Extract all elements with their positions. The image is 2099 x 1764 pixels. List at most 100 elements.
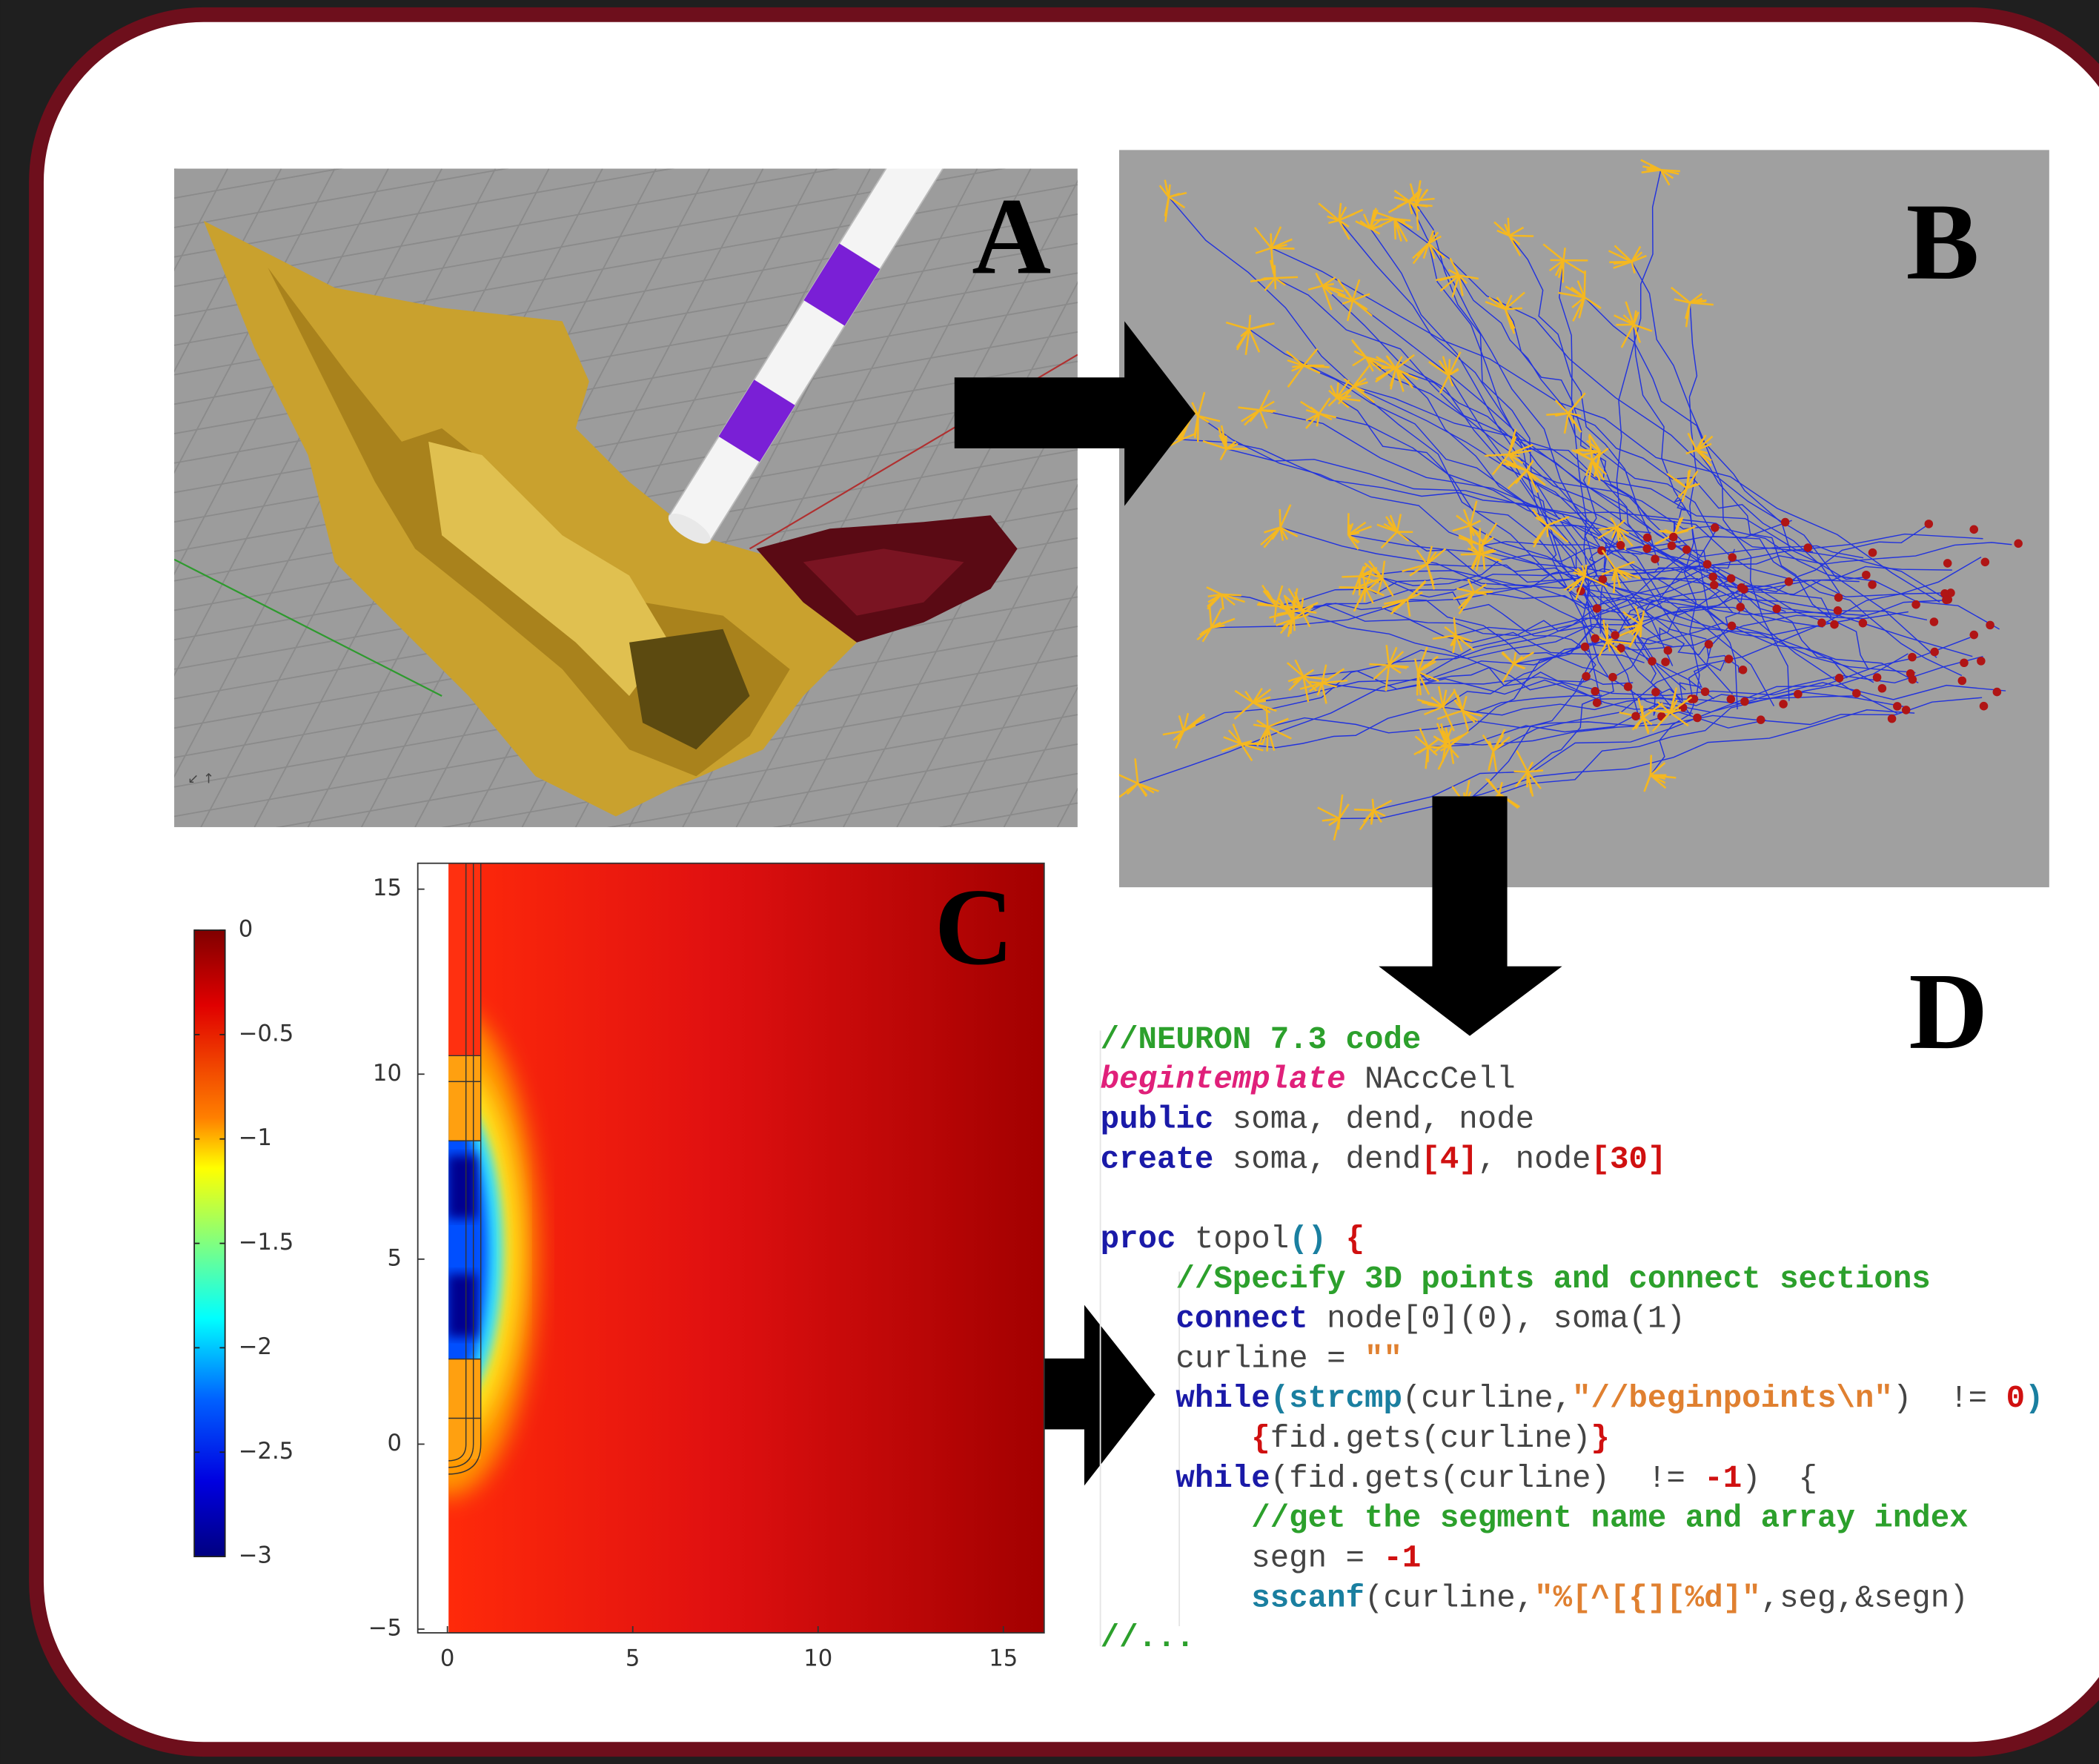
dendrite: [1257, 605, 1276, 606]
code-token: (fid.gets(curline) !=: [1270, 1461, 1705, 1496]
terminal: [1736, 603, 1745, 611]
code-token: proc: [1101, 1221, 1176, 1257]
colorbar-tick-label: −1: [239, 1125, 272, 1151]
page: {"panel_labels": ["A", "B", "C", "D"], "…: [0, 0, 2099, 1764]
dendrite: [1275, 277, 1298, 278]
terminal: [1960, 658, 1969, 667]
code-token: -1: [1704, 1461, 1742, 1496]
code-token: soma, dend, node: [1213, 1102, 1534, 1138]
terminal: [1648, 657, 1657, 666]
x-tick-label: 5: [626, 1646, 640, 1672]
terminal: [1608, 673, 1617, 682]
terminal: [1868, 580, 1877, 589]
code-token: connect: [1101, 1302, 1308, 1337]
dendrite: [1505, 308, 1522, 309]
terminal: [2014, 540, 2023, 548]
terminal: [1993, 688, 2002, 697]
terminal: [1725, 654, 1734, 663]
terminal: [1930, 648, 1939, 657]
terminal: [1661, 657, 1670, 666]
terminal: [1943, 559, 1952, 568]
code-token: 0: [2006, 1381, 2025, 1416]
code-token: ) !=: [1893, 1381, 2006, 1416]
code-token: segn =: [1101, 1540, 1384, 1576]
terminal: [1925, 520, 1934, 528]
y-tick-label: 0: [387, 1430, 402, 1456]
terminal: [1781, 518, 1790, 527]
terminal: [1651, 688, 1660, 697]
terminal: [1642, 544, 1651, 553]
terminal: [1834, 606, 1843, 615]
colorbar-tick-label: −0.5: [239, 1021, 294, 1047]
terminal: [1690, 694, 1699, 703]
terminal: [1740, 697, 1749, 706]
terminal: [1703, 560, 1712, 569]
code-line: connect node[0](0), soma(1): [1101, 1302, 1685, 1337]
terminal: [1868, 548, 1877, 557]
terminal: [1930, 617, 1939, 626]
code-token: node[0](0), soma(1): [1308, 1302, 1685, 1337]
code-line: sscanf(curline,"%[^[{][%d]",seg,&segn): [1101, 1580, 1969, 1616]
terminal: [1705, 640, 1714, 649]
terminal: [1878, 684, 1887, 693]
code-token: soma, dend: [1213, 1141, 1421, 1177]
code-line: begintemplate NAccCell: [1101, 1062, 1516, 1098]
terminal: [1803, 543, 1812, 552]
terminal: [1708, 573, 1717, 582]
code-token: -1: [1383, 1540, 1421, 1576]
panel-label: D: [1909, 951, 1988, 1072]
x-tick-label: 10: [803, 1646, 832, 1672]
terminal: [1727, 574, 1736, 583]
code-token: //NEURON 7.3 code: [1101, 1022, 1422, 1058]
code-line: {fid.gets(curline)}: [1101, 1421, 1610, 1456]
code-token: [30]: [1591, 1141, 1667, 1177]
terminal: [1643, 534, 1652, 543]
code-token: }: [1591, 1421, 1610, 1456]
code-token: "": [1364, 1341, 1402, 1376]
code-line: segn = -1: [1101, 1540, 1422, 1576]
code-line: proc topol() {: [1101, 1221, 1364, 1257]
terminal: [1906, 669, 1915, 678]
dendrite: [1271, 248, 1294, 249]
code-token: ): [2025, 1381, 2043, 1416]
terminal: [1888, 714, 1897, 723]
colorbar-tick-label: −2: [239, 1334, 272, 1360]
terminal: [1757, 715, 1765, 724]
terminal: [1737, 583, 1746, 592]
code-token: begintemplate: [1101, 1062, 1346, 1098]
terminal: [1593, 698, 1602, 707]
dendrite: [1221, 594, 1241, 596]
x-tick-label: 15: [989, 1646, 1018, 1672]
terminal: [1664, 646, 1673, 655]
contact: [448, 1155, 477, 1218]
terminal: [1834, 593, 1843, 602]
panel-label: B: [1906, 182, 1980, 303]
dendrite: [1461, 554, 1479, 555]
code-token: (curline,: [1402, 1381, 1572, 1416]
code-token: //...: [1101, 1620, 1195, 1656]
dendrite: [1293, 611, 1295, 631]
code-line: curline = "": [1101, 1341, 1402, 1376]
terminal: [1902, 706, 1911, 714]
dendrite: [1474, 591, 1493, 592]
code-token: {: [1101, 1421, 1270, 1456]
terminal: [1682, 546, 1691, 554]
code-token: NAccCell: [1346, 1062, 1516, 1098]
code-token: while: [1101, 1381, 1270, 1416]
terminal: [1701, 687, 1710, 696]
terminal: [1582, 672, 1591, 681]
terminal: [1986, 621, 1994, 630]
code-token: ,seg,&segn): [1761, 1580, 1969, 1616]
terminal: [1727, 695, 1736, 704]
terminal: [1893, 702, 1902, 711]
terminal: [1711, 523, 1720, 532]
code-token: "%[^[{][%d]": [1534, 1580, 1761, 1616]
terminal: [1942, 596, 1951, 605]
code-token: (curline,: [1364, 1580, 1534, 1616]
dendrite: [1369, 664, 1389, 665]
code-line: create soma, dend[4], node[30]: [1101, 1141, 1667, 1177]
y-tick-label: 5: [387, 1245, 402, 1271]
svg-text:↙ ↑: ↙ ↑: [188, 771, 214, 786]
terminal: [1779, 700, 1788, 709]
terminal: [1739, 666, 1748, 674]
